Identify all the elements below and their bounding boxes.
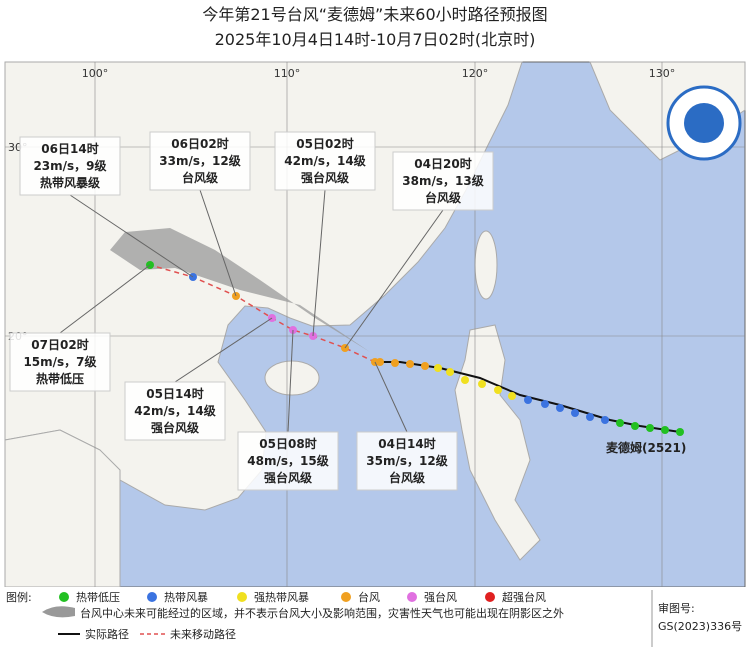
legend-item: 强台风: [424, 590, 457, 604]
track-point: [541, 400, 549, 408]
track-point: [494, 386, 502, 394]
approval-number: GS(2023)336号: [658, 620, 742, 633]
track-point: [556, 404, 564, 412]
legend-swatch: [59, 592, 69, 602]
callout-level: 强台风级: [151, 420, 199, 435]
callout-leader: [374, 361, 408, 433]
legend-item: 超强台风: [502, 590, 546, 604]
callout-time: 06日02时: [171, 136, 228, 151]
lon-label: 100°: [82, 67, 109, 80]
track-point: [571, 409, 579, 417]
track-point: [601, 416, 609, 424]
track-point: [461, 376, 469, 384]
track-point: [391, 359, 399, 367]
callout-box: [392, 151, 494, 211]
legend-item: 热带低压: [76, 591, 120, 604]
callout-leader: [312, 189, 326, 337]
track-point: [421, 362, 429, 370]
callout-time: 04日14时: [378, 436, 435, 451]
legend-swatch: [341, 592, 351, 602]
callout-level: 台风级: [389, 470, 425, 485]
callout-wind: 33m/s，12级: [159, 153, 240, 168]
callout-time: 07日02时: [31, 337, 88, 352]
callout-leader: [59, 264, 151, 334]
callout-time: 04日20时: [414, 156, 471, 171]
callout-time: 05日08时: [259, 436, 316, 451]
callout-level: 台风级: [182, 170, 218, 185]
callout-box: [237, 431, 339, 491]
callout-box: [274, 131, 376, 191]
callout-wind: 42m/s，14级: [134, 403, 215, 418]
track-point: [478, 380, 486, 388]
callout-level: 强台风级: [264, 470, 312, 485]
callout-time: 06日14时: [41, 141, 98, 156]
track-point: [508, 392, 516, 400]
callout-level: 强台风级: [301, 170, 349, 185]
cone-note: 台风中心未来可能经过的区域，并不表示台风大小及影响范围，灾害性天气也可能出现在阴…: [80, 606, 564, 620]
legend-swatch: [485, 592, 495, 602]
track-point: [406, 360, 414, 368]
lon-label: 120°: [462, 67, 489, 80]
callout-level: 热带风暴级: [40, 175, 100, 190]
lon-label: 130°: [649, 67, 676, 80]
legend-actual: 实际路径: [85, 627, 129, 641]
callout-wind: 23m/s，9级: [33, 158, 106, 173]
callout-wind: 15m/s，7级: [23, 354, 96, 369]
callout-wind: 48m/s，15级: [247, 453, 328, 468]
track-point: [586, 413, 594, 421]
legend: 图例: 热带低压 热带风暴 强热带风暴 台风 强台风 超强台风 台风中心未来可能经过的区域…: [0, 587, 750, 647]
callout-leader: [287, 329, 294, 433]
callout-wind: 35m/s，12级: [366, 453, 447, 468]
title: 今年第21号台风“麦德姆”未来60小时路径预报图: [202, 5, 547, 24]
callout-leader: [69, 194, 194, 278]
track-point: [661, 426, 669, 434]
storm-name: 麦德姆(2521): [606, 440, 686, 455]
subtitle: 2025年10月4日14时-10月7日02时(北京时): [215, 30, 536, 49]
callout-box: [149, 131, 251, 191]
track-point: [646, 424, 654, 432]
callout-leader: [174, 317, 273, 383]
legend-swatch: [237, 592, 247, 602]
callout-time: 05日14时: [146, 386, 203, 401]
legend-item: 强热带风暴: [254, 591, 309, 604]
callout-level: 热带低压: [36, 371, 84, 386]
callout-leader: [344, 209, 444, 349]
legend-label: 图例:: [6, 590, 32, 604]
track-point: [676, 428, 684, 436]
legend-forecast: 未来移动路径: [170, 628, 236, 641]
callout-time: 05日02时: [296, 136, 353, 151]
legend-item: 台风: [358, 590, 380, 604]
track-point: [616, 419, 624, 427]
callout-box: [124, 381, 226, 441]
track-point: [631, 422, 639, 430]
callout-wind: 42m/s，14级: [284, 153, 365, 168]
callout-leader: [199, 189, 237, 297]
callout-box: [9, 332, 111, 392]
track-point: [524, 396, 532, 404]
lon-label: 110°: [274, 67, 301, 80]
track-point: [434, 364, 442, 372]
callout-box: [19, 136, 121, 196]
legend-item: 热带风暴: [164, 591, 208, 604]
approval-label: 审图号:: [658, 601, 695, 615]
callout-wind: 38m/s，13级: [402, 173, 483, 188]
legend-swatch: [147, 592, 157, 602]
track-point: [446, 368, 454, 376]
legend-swatch: [407, 592, 417, 602]
callout-box: [356, 431, 458, 491]
callout-level: 台风级: [425, 190, 461, 205]
